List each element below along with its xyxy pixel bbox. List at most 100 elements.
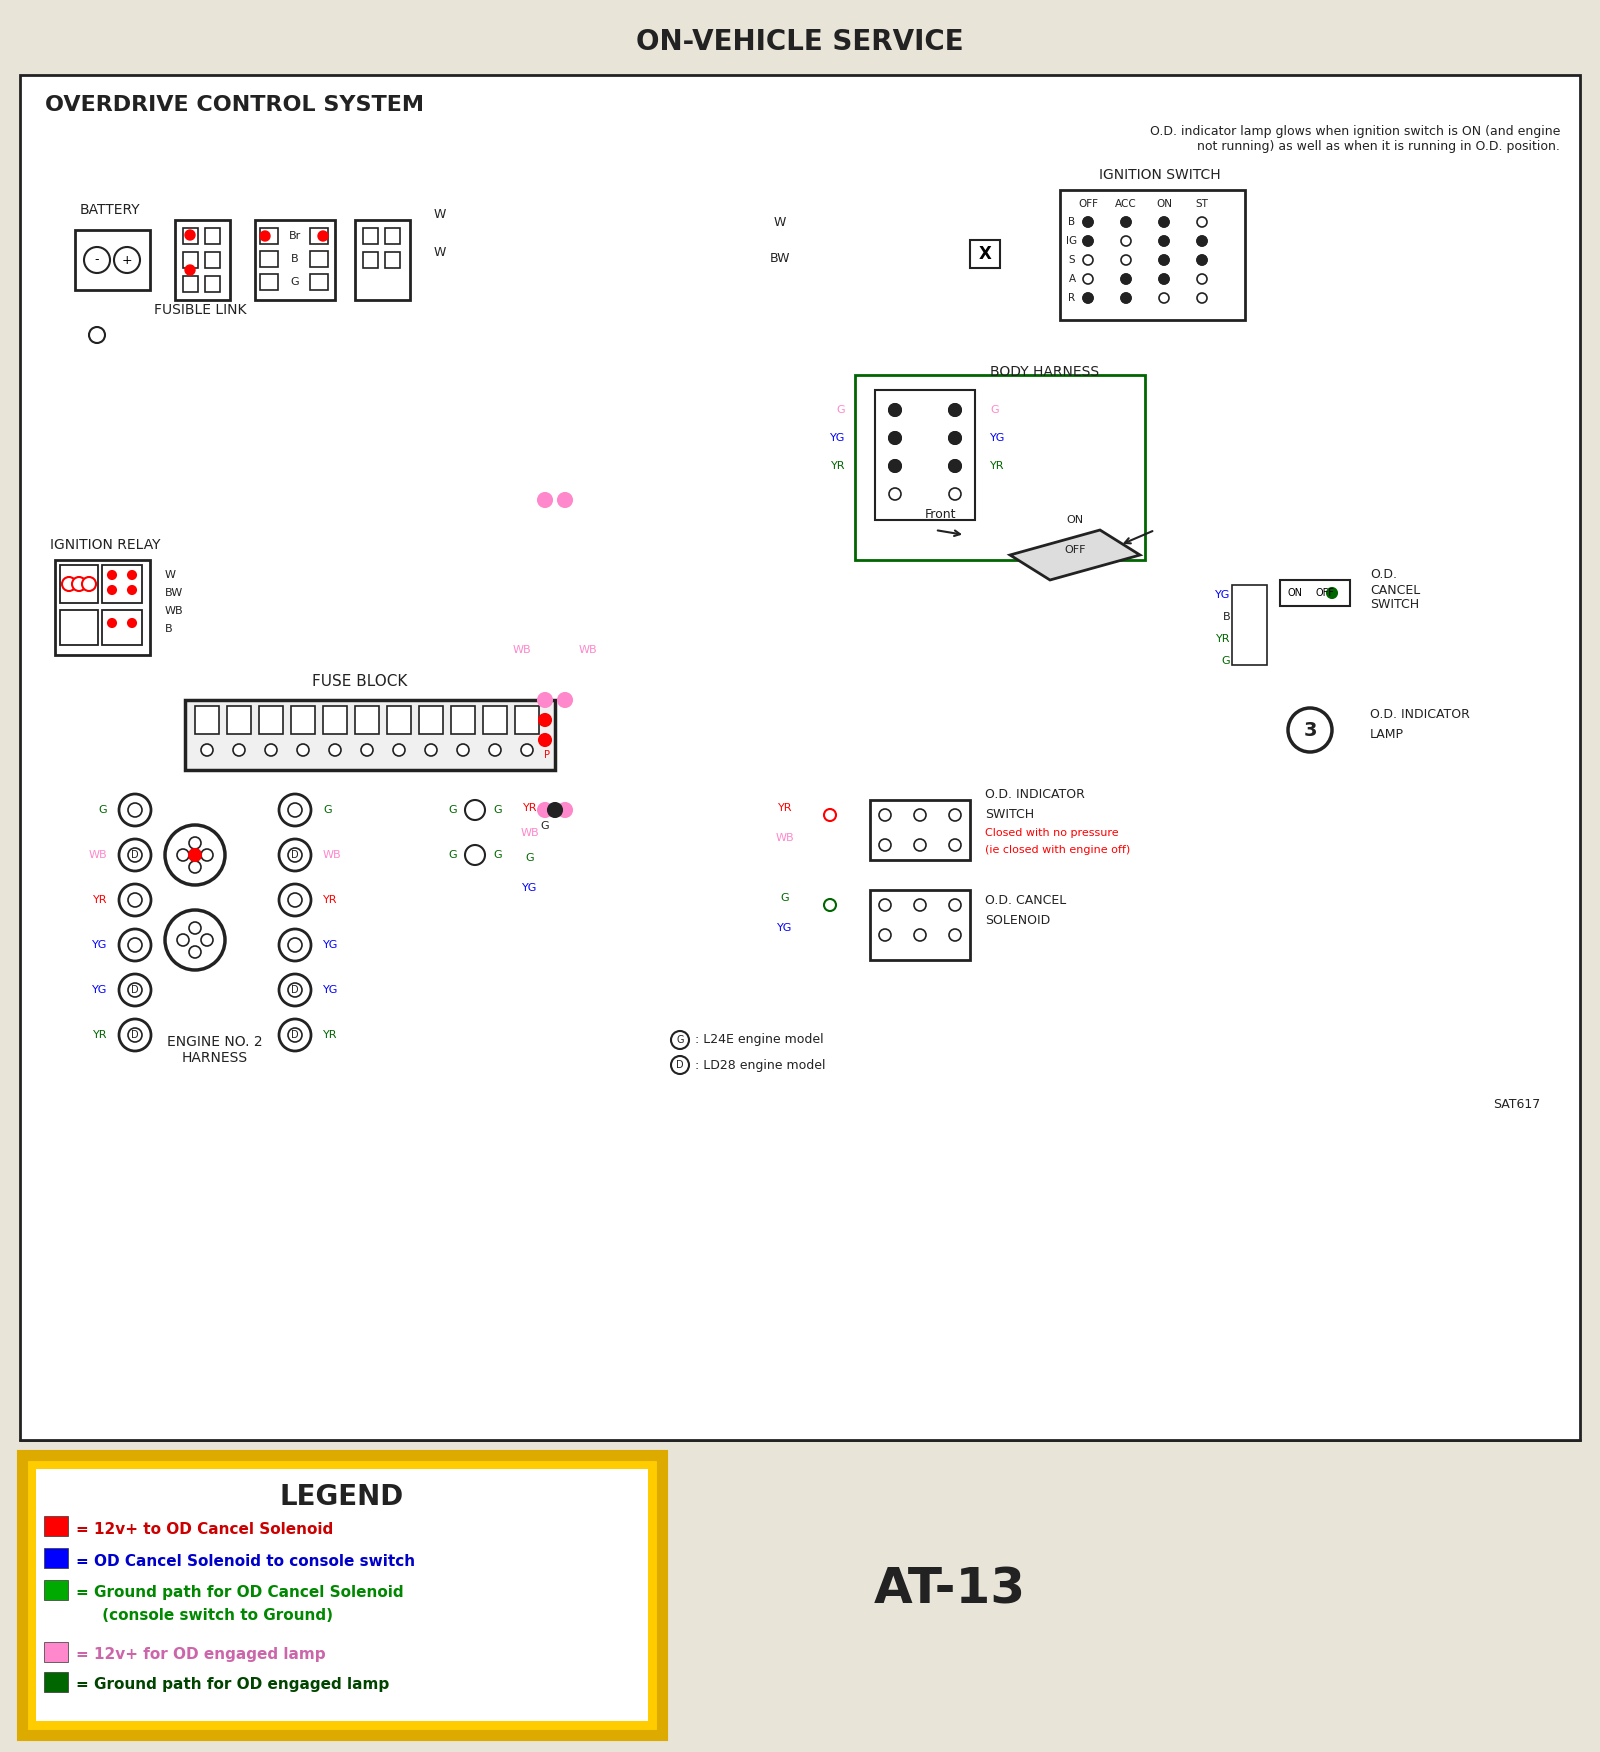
Circle shape [128,894,142,908]
Circle shape [914,929,926,941]
Text: = Ground path for OD engaged lamp: = Ground path for OD engaged lamp [77,1677,389,1692]
Text: 3: 3 [1304,720,1317,739]
Circle shape [394,745,405,757]
Circle shape [234,745,245,757]
Circle shape [288,1028,302,1042]
Text: D: D [291,850,299,860]
Bar [45,1549,67,1568]
Circle shape [547,802,562,816]
Text: ON: ON [1067,515,1083,526]
Circle shape [362,745,373,757]
Bar [419,706,443,734]
Text: YR: YR [990,461,1005,471]
Bar [45,1580,67,1600]
Circle shape [914,899,926,911]
Text: O.D. INDICATOR: O.D. INDICATOR [986,788,1085,801]
Circle shape [128,618,136,627]
Circle shape [1083,256,1093,265]
Bar [61,610,98,645]
Bar [195,706,219,734]
Circle shape [558,694,573,708]
Text: B: B [291,254,299,265]
Circle shape [878,929,891,941]
Text: WB: WB [512,645,531,655]
Bar [363,228,378,244]
Bar [363,252,378,268]
Bar [19,75,1581,1440]
Text: P: P [544,750,550,760]
Circle shape [1122,217,1131,228]
Text: YG: YG [522,883,538,894]
Bar [875,391,974,520]
Bar [451,706,475,734]
Circle shape [189,860,202,872]
Text: Br: Br [290,231,301,242]
Circle shape [109,585,115,594]
Circle shape [890,405,901,415]
Circle shape [824,809,835,822]
Circle shape [426,745,437,757]
Circle shape [824,899,835,911]
Circle shape [288,937,302,951]
Circle shape [189,850,202,860]
Circle shape [118,974,150,1006]
Circle shape [165,909,226,971]
Text: ON-VEHICLE SERVICE: ON-VEHICLE SERVICE [637,28,963,56]
Text: D: D [291,985,299,995]
Circle shape [466,801,485,820]
Circle shape [118,839,150,871]
Text: YR: YR [323,895,338,906]
Bar [355,706,379,734]
Polygon shape [1010,531,1139,580]
Circle shape [890,461,901,471]
Circle shape [1122,256,1131,265]
Circle shape [128,585,136,594]
Text: G: G [837,405,845,415]
Circle shape [90,328,106,343]
Circle shape [178,850,189,860]
Bar [61,564,98,603]
Text: FUSE BLOCK: FUSE BLOCK [312,675,408,690]
Circle shape [82,576,96,590]
Circle shape [1083,237,1093,245]
Text: SAT617: SAT617 [1493,1099,1539,1111]
Text: SWITCH: SWITCH [986,808,1034,822]
Circle shape [278,929,310,962]
Text: G: G [541,822,549,830]
Circle shape [949,433,962,443]
Circle shape [670,1030,690,1049]
Circle shape [1122,273,1131,284]
Circle shape [278,974,310,1006]
Bar [515,706,539,734]
Text: WB: WB [88,850,107,860]
Circle shape [1122,293,1131,303]
Bar [1232,585,1267,666]
Text: YR: YR [830,461,845,471]
Text: O.D. CANCEL: O.D. CANCEL [986,894,1066,906]
Text: OFF: OFF [1315,589,1334,597]
Bar [323,706,347,734]
Text: WB: WB [776,832,794,843]
Bar [54,561,150,655]
Circle shape [1122,237,1131,245]
Bar [227,706,251,734]
Circle shape [186,265,195,275]
Circle shape [278,839,310,871]
Text: IG: IG [1067,237,1077,245]
Bar [75,230,150,291]
Circle shape [890,489,901,499]
Text: WB: WB [165,606,184,617]
Text: YG: YG [830,433,845,443]
Circle shape [670,1056,690,1074]
Text: D: D [131,850,139,860]
Bar [870,801,970,860]
Text: YR: YR [93,1030,107,1041]
Text: YG: YG [990,433,1005,443]
Bar [102,610,142,645]
Text: YR: YR [93,895,107,906]
Circle shape [914,809,926,822]
Circle shape [949,405,962,415]
Circle shape [1197,217,1206,228]
Circle shape [949,461,962,471]
Text: B: B [165,624,173,634]
